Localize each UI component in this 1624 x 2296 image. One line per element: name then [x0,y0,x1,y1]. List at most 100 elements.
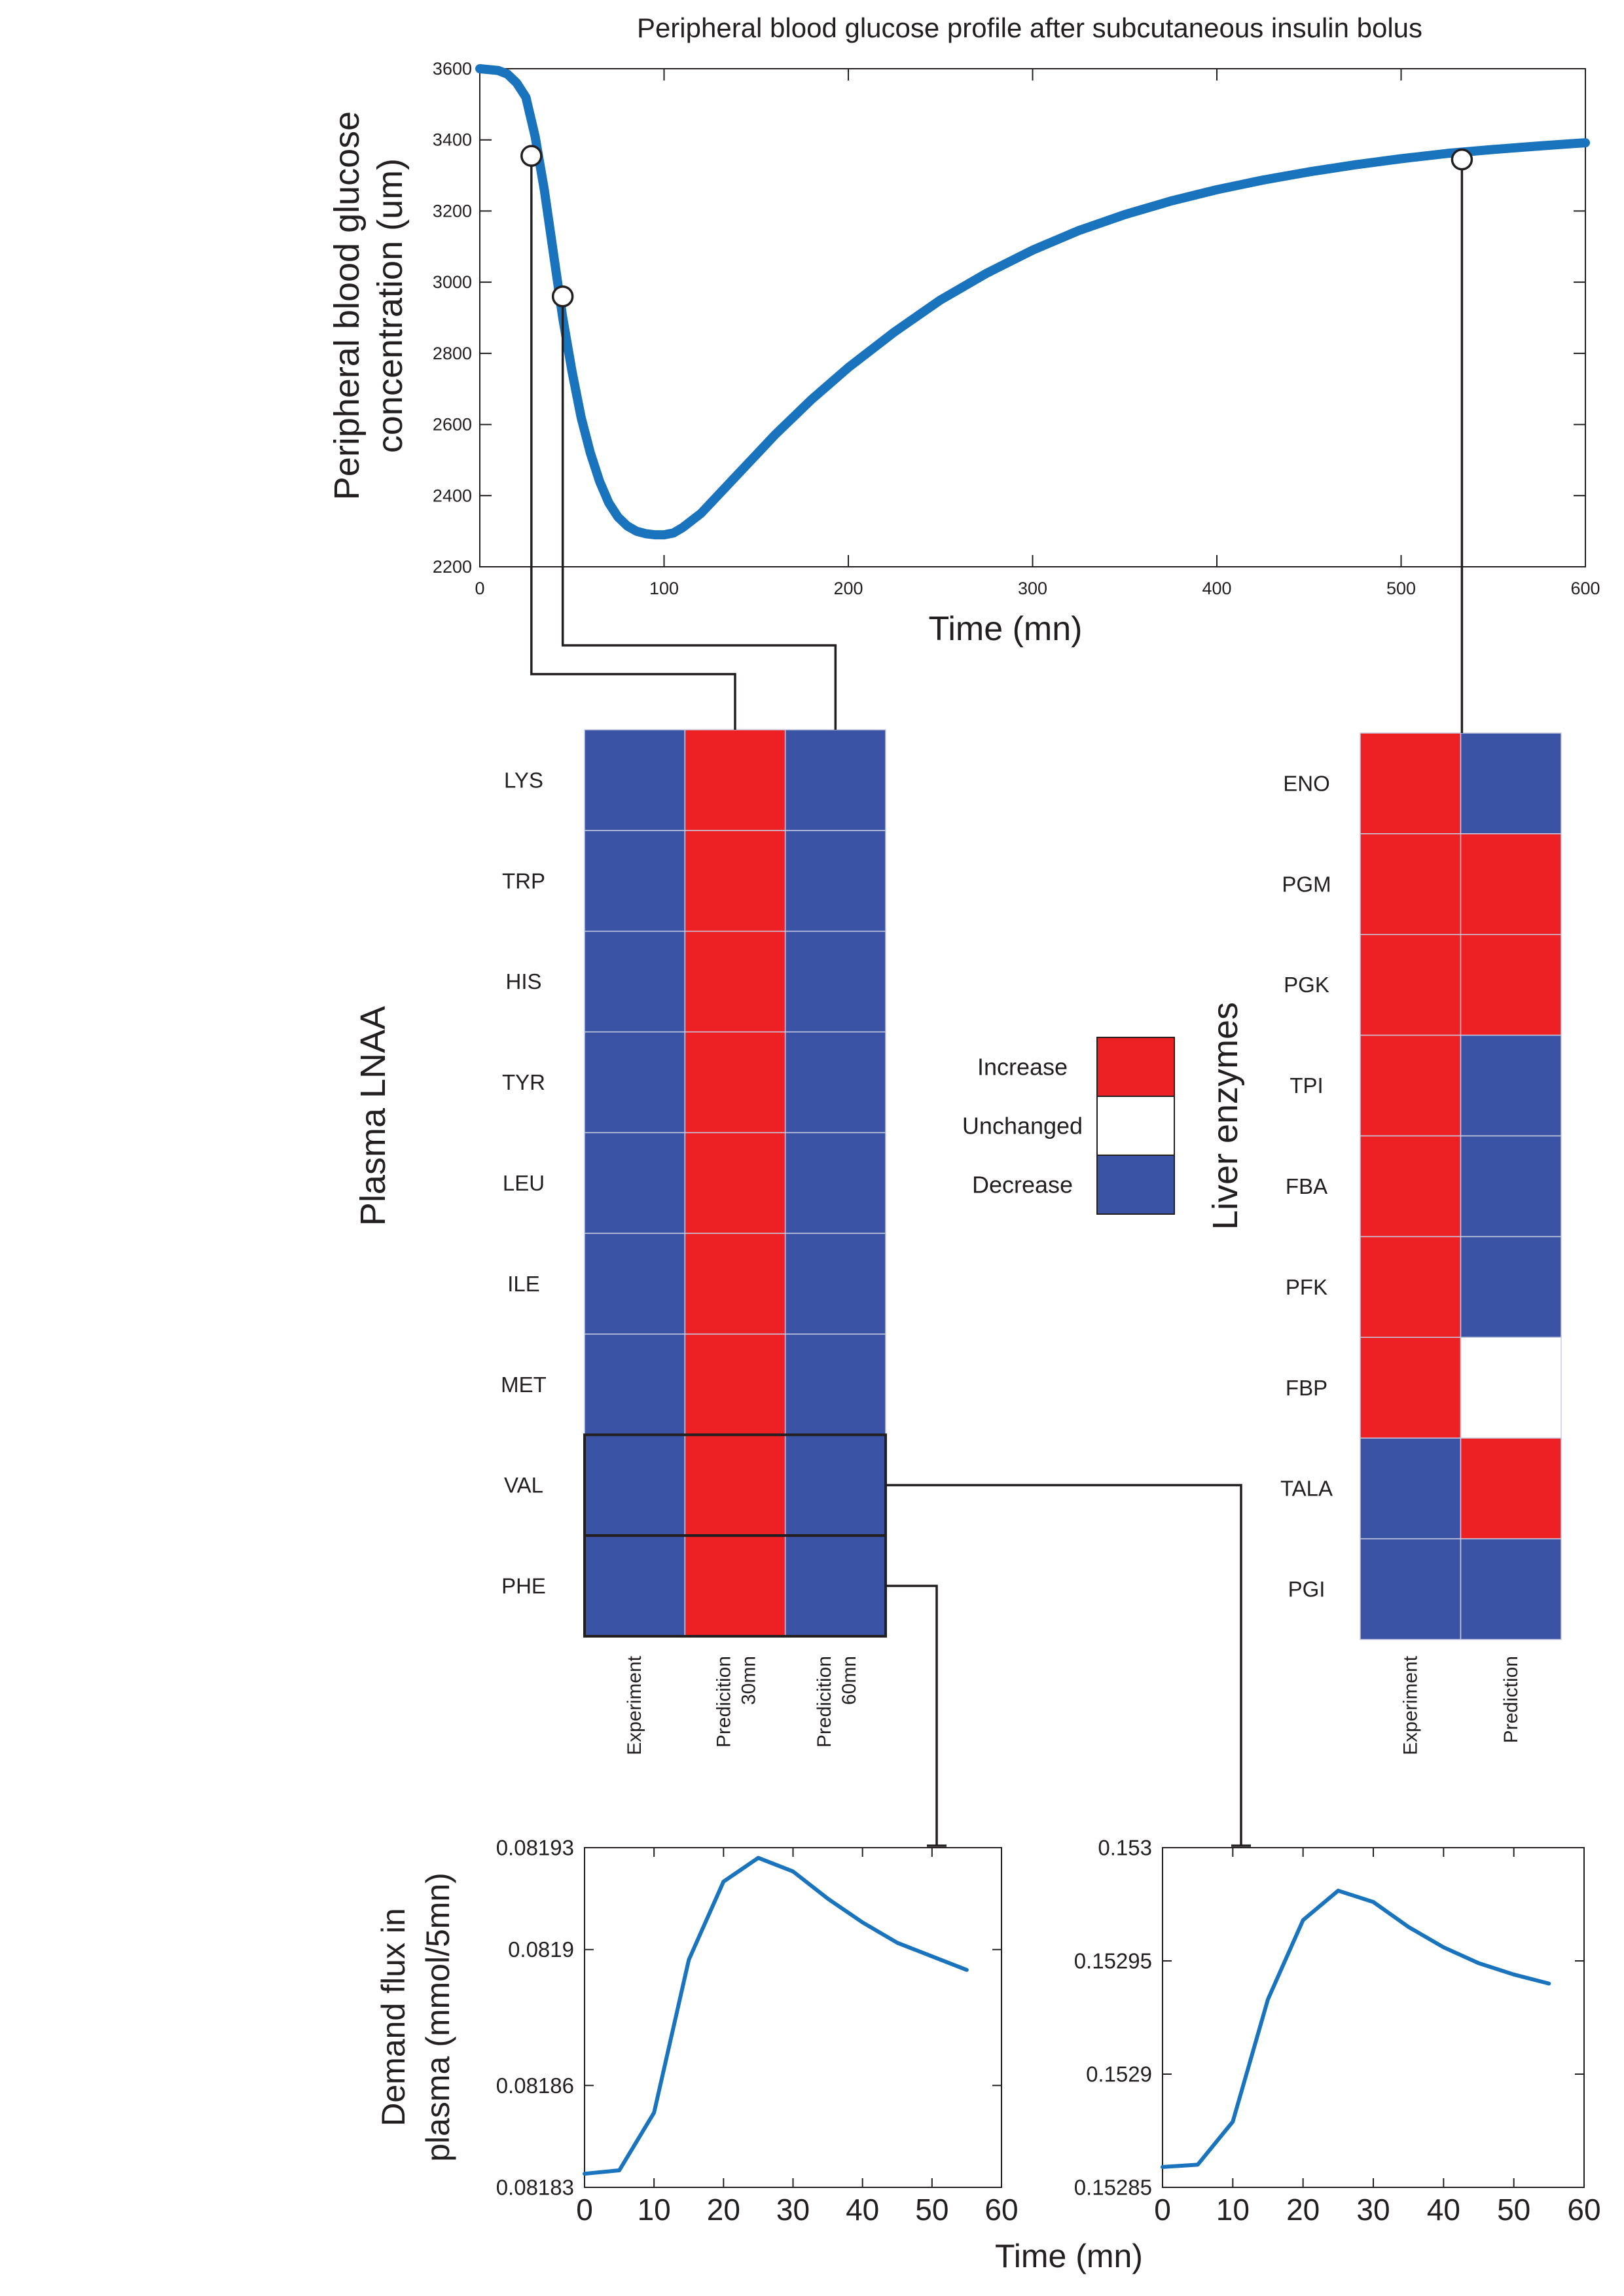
y-tick-label: 0.08183 [496,2176,574,2200]
legend-label: Decrease [972,1172,1073,1198]
x-tick-label: 30 [1356,2193,1390,2227]
heatmap-cell [1460,833,1562,935]
heatmap-cell [1360,1135,1462,1238]
plasma-heatmap: LYS TRP HIS TYR LEU ILE MET VAL PHE [501,729,886,1637]
heatmap-cell [784,1132,886,1234]
x-tick-label: 20 [707,2193,740,2227]
connector-line [886,1484,1242,1846]
heatmap-cell [684,931,786,1033]
x-tick-label: 10 [638,2193,671,2227]
heatmap-cell [584,1232,686,1335]
x-tick-label: 50 [1497,2193,1530,2227]
row-label: FBP [1286,1376,1327,1400]
time-point-marker [520,145,543,167]
x-tick-label: 60 [984,2193,1018,2227]
heatmap-cell [584,1434,686,1536]
y-tick-label: 3000 [433,272,472,292]
column-label: Experiment [624,1655,645,1755]
row-label: PHE [501,1574,546,1598]
x-tick-label: 50 [915,2193,948,2227]
heatmap-cell [1360,934,1462,1036]
x-tick-label: 10 [1216,2193,1250,2227]
y-tick-label: 0.1529 [1086,2062,1152,2087]
heatmap-cell [684,1333,786,1435]
heatmap-cell [684,1535,786,1637]
legend-swatch [1096,1155,1175,1215]
heatmap-cell [1360,732,1462,834]
data-line [583,1856,969,2176]
heatmap-cell [684,1031,786,1134]
legend-swatch [1096,1096,1175,1156]
y-tick-label: 2600 [433,415,472,435]
heatmap-cell [1460,1236,1562,1338]
column-label: 30mn [738,1656,760,1705]
x-axis-label: Time (mn) [995,2238,1143,2274]
y-tick-label: 0.08186 [496,2073,574,2098]
heatmap-cell [584,1333,686,1435]
y-tick-label: 3600 [433,59,472,79]
plot-frame [1162,1847,1585,2188]
heatmap-cell [784,1333,886,1435]
column-label: 60mn [839,1656,860,1705]
heatmap-cell [1460,1135,1562,1238]
y-tick-label: 0.153 [1098,1836,1152,1860]
heatmap-cell [684,729,786,831]
heatmap-cell [1360,833,1462,935]
row-label: LEU [503,1171,545,1195]
y-axis-label: plasma (mmol/5mn) [420,1873,456,2162]
heatmap-cell [1460,732,1562,834]
row-label: ILE [507,1272,540,1296]
x-tick-label: 0 [1154,2193,1171,2227]
heatmap-cell [784,931,886,1033]
plasma-title: Plasma LNAA [353,1006,393,1226]
legend: Increase Unchanged Decrease [962,1037,1175,1215]
legend-swatch [1096,1037,1175,1097]
y-tick-label: 3200 [433,201,472,221]
y-axis-label: Peripheral blood glucose [327,111,367,500]
y-tick-label: 0.15285 [1074,2176,1152,2200]
y-tick-label: 2800 [433,344,472,363]
x-tick-label: 60 [1567,2193,1600,2227]
row-label: TPI [1290,1073,1323,1098]
column-label: Experiment [1399,1655,1421,1755]
x-tick-label: 300 [1018,579,1047,598]
plot-frame [584,1847,1002,2188]
heatmap-cell [784,729,886,831]
row-label: TRP [502,869,545,893]
row-label: PFK [1286,1275,1327,1299]
y-axis-label: Demand flux in [375,1908,412,2126]
column-label: Predicition [814,1656,835,1748]
heatmap-cell [1460,1437,1562,1539]
heatmap-cell [1360,1336,1462,1439]
connectors [530,156,1464,1847]
heatmap-cell [584,1132,686,1234]
row-label: FBA [1286,1174,1327,1198]
row-label: TYR [502,1070,545,1094]
legend-label: Unchanged [962,1113,1083,1139]
row-label: MET [501,1372,547,1397]
heatmap-cell [784,1232,886,1335]
heatmap-cell [784,1031,886,1134]
heatmap-cell [684,1434,786,1536]
x-axis-label: Time (mn) [929,610,1083,648]
row-label: HIS [505,969,541,994]
heatmap-cell [1460,1336,1562,1439]
x-tick-label: 500 [1386,579,1416,598]
x-tick-label: 40 [846,2193,879,2227]
heatmap-cell [784,830,886,932]
heatmap-cell [1360,1437,1462,1539]
liver-title: Liver enzymes [1206,1002,1245,1230]
heatmap-cell [1360,1236,1462,1338]
heatmap-cell [1460,1538,1562,1640]
row-label: LYS [504,768,543,792]
chart-title: Peripheral blood glucose profile after s… [637,12,1422,43]
heatmap-cell [584,1535,686,1637]
y-tick-label: 0.0819 [508,1937,574,1962]
plot-frame [479,68,1586,567]
glucose-chart: 0 100 200 300 400 500 600 2200 2400 2600 2800 3000 3… [433,59,1600,598]
data-line [475,64,1590,540]
x-tick-label: 0 [576,2193,593,2227]
row-label: VAL [504,1473,543,1498]
connector-line [886,1585,938,1846]
